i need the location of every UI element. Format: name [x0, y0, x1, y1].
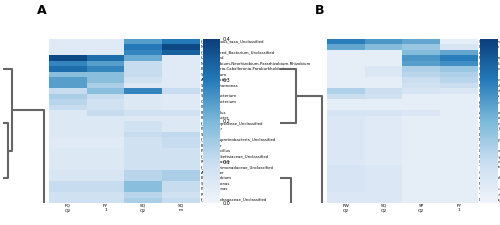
- Text: B: B: [314, 4, 324, 17]
- Text: A: A: [36, 4, 46, 17]
